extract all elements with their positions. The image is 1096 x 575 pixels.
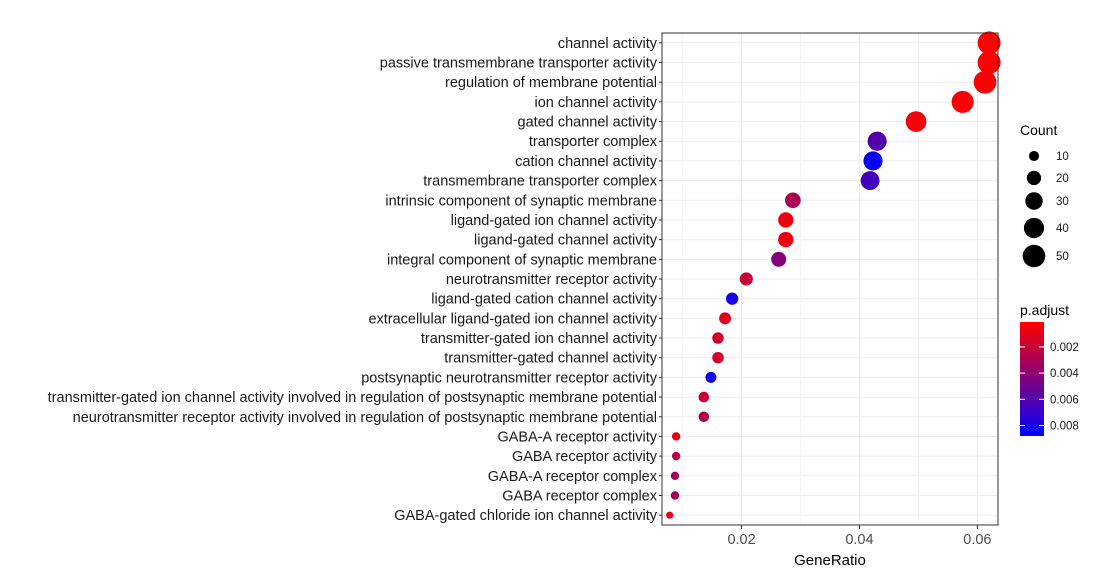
count-legend-label: 10 [1056,151,1069,163]
data-point [670,471,680,481]
data-point [712,351,724,364]
data-point [860,171,880,191]
data-point [867,131,887,151]
data-point [951,90,974,113]
data-point [905,111,927,132]
data-point [973,70,997,94]
data-point [977,51,1001,75]
category-label: ligand-gated cation channel activity [431,292,657,308]
category-label: gated channel activity [518,115,658,131]
p-adjust-legend: p.adjust 0.002 0.004 0.006 0.008 [1020,302,1079,436]
p-adjust-colorbar [1020,322,1044,436]
category-label: transporter complex [529,134,658,150]
x-tick-label: 0.02 [727,532,755,548]
x-tick-label: 0.04 [845,532,873,548]
x-tick-label: 0.06 [963,532,991,548]
category-label: transmitter-gated ion channel activity i… [48,390,657,406]
data-point [666,511,674,519]
category-label: transmitter-gated channel activity [444,351,658,367]
category-label: neurotransmitter receptor activity invol… [73,410,657,426]
count-legend-key [1025,192,1043,210]
count-legend-title: Count [1020,122,1057,138]
count-legend: Count 10 20 30 40 50 [1020,122,1069,268]
data-point [725,292,739,305]
data-point [670,491,680,500]
category-label: cation channel activity [515,154,658,170]
category-label: integral component of synaptic membrane [387,252,657,268]
category-label: transmembrane transporter complex [423,174,657,190]
category-label: GABA receptor activity [512,449,658,465]
count-legend-label: 30 [1056,196,1069,208]
count-legend-key [1028,150,1040,162]
data-point [771,251,787,267]
category-label: intrinsic component of synaptic membrane [385,193,657,209]
category-label: ion channel activity [534,95,657,111]
count-legend-key [1022,244,1046,268]
count-legend-label: 20 [1056,173,1069,185]
data-point [671,432,681,441]
category-label: GABA-gated chloride ion channel activity [394,508,658,524]
category-label: transmitter-gated ion channel activity [421,331,658,347]
p-adjust-legend-label: 0.002 [1050,342,1079,354]
data-points [666,31,1001,519]
count-legend-key [1023,217,1045,239]
data-point [698,411,710,423]
data-point [778,231,794,248]
data-point [739,272,753,286]
category-label: GABA receptor complex [502,488,657,504]
data-point [671,451,681,461]
category-label: postsynaptic neurotransmitter receptor a… [361,370,658,386]
category-label: passive transmembrane transporter activi… [380,56,658,72]
category-label: GABA-A receptor complex [488,469,658,485]
category-label: channel activity [558,36,658,52]
category-label: neurotransmitter receptor activity [446,272,658,288]
category-label: regulation of membrane potential [445,75,657,91]
grid-lines [662,33,998,525]
p-adjust-legend-label: 0.006 [1050,394,1079,406]
x-axis: 0.02 0.04 0.06 [727,525,991,548]
category-label: ligand-gated ion channel activity [451,213,658,229]
count-legend-label: 50 [1056,251,1069,263]
count-legend-label: 40 [1056,223,1069,235]
data-point [712,332,724,344]
p-adjust-legend-title: p.adjust [1020,302,1069,318]
p-adjust-legend-label: 0.008 [1050,421,1079,433]
category-label: GABA-A receptor activity [497,429,657,445]
data-point [698,391,710,403]
data-point [778,212,794,228]
data-point [705,371,717,383]
count-legend-key [1026,170,1042,186]
data-point [977,31,1001,55]
category-labels: channel activity passive transmembrane tr… [48,36,662,524]
p-adjust-legend-label: 0.004 [1050,368,1079,380]
x-axis-title: GeneRatio [794,552,866,569]
category-label: ligand-gated channel activity [474,233,658,249]
data-point [863,151,883,171]
category-label: extracellular ligand-gated ion channel a… [368,311,657,327]
data-point [719,312,732,325]
data-point [785,192,801,209]
